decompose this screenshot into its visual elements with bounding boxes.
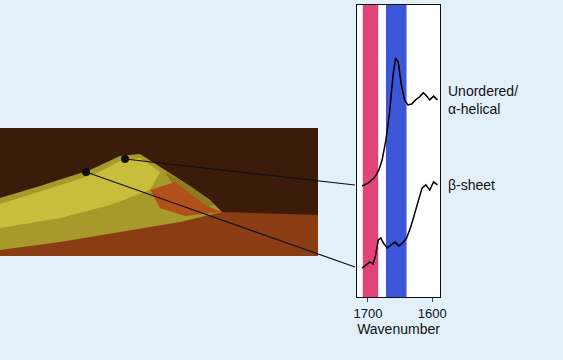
svg-text:Wavenumber: Wavenumber: [357, 321, 440, 337]
svg-text:β-sheet: β-sheet: [448, 177, 495, 193]
svg-text:Unordered/α-helical: Unordered/α-helical: [448, 83, 518, 117]
svg-text:1700: 1700: [353, 306, 382, 321]
svg-text:1600: 1600: [418, 306, 447, 321]
